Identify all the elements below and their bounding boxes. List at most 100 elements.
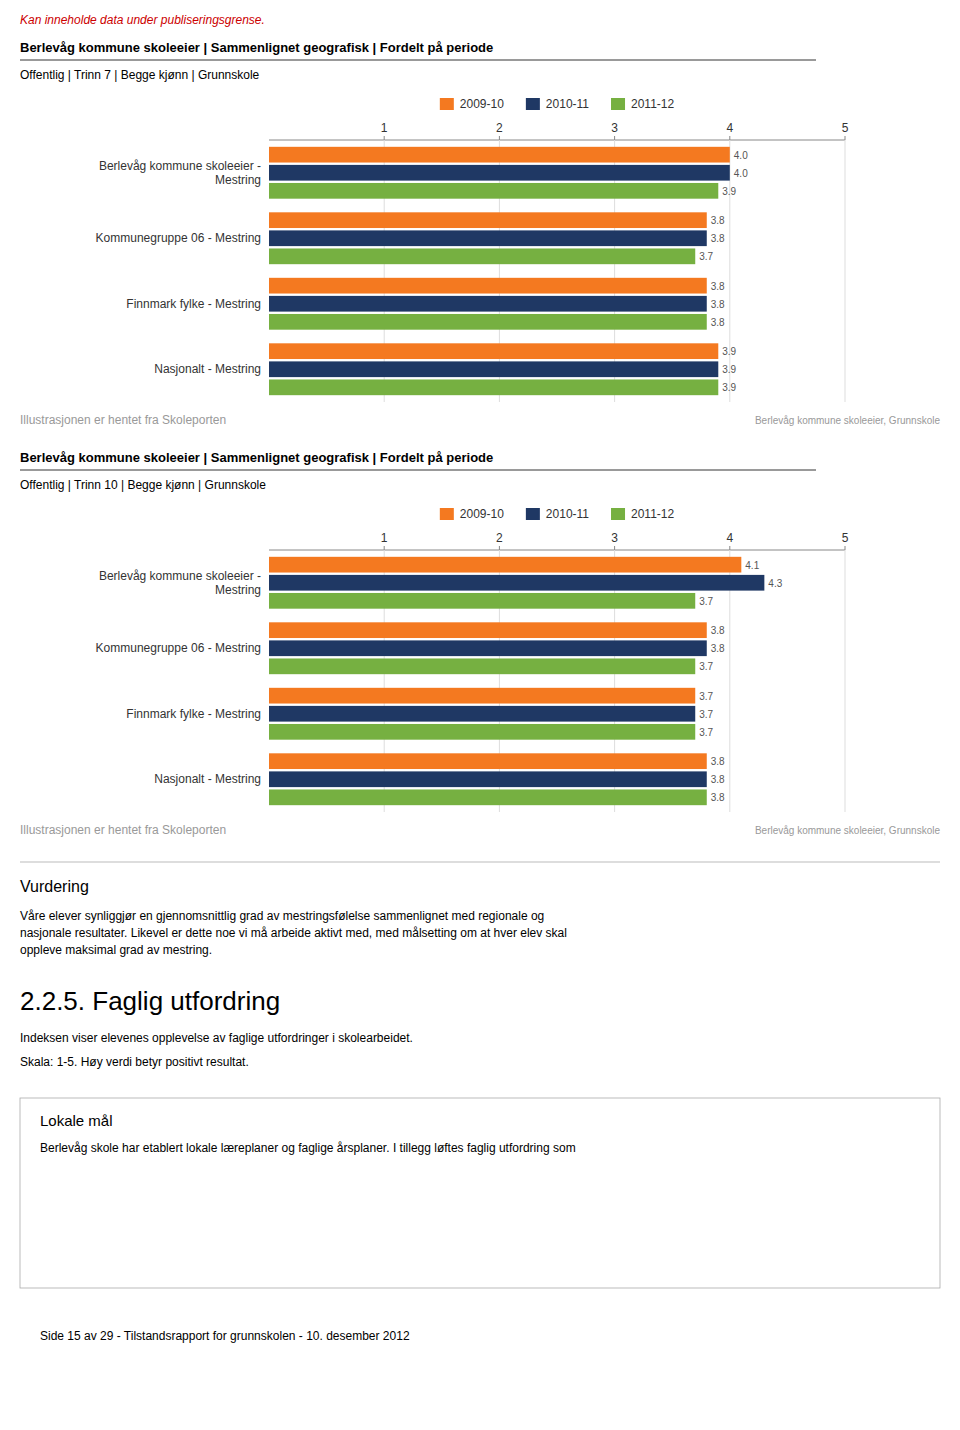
y-axis: Berlevåg kommune skoleeier -Mestring Komm… <box>96 569 261 787</box>
legend: 2009-10 2010-11 2011-12 <box>440 507 675 521</box>
page: Kan inneholde data under publiseringsgre… <box>0 0 960 1430</box>
text-line: Mestring <box>215 173 261 187</box>
legend-swatch <box>440 98 454 110</box>
category-label: Finnmark fylke - Mestring <box>126 297 261 311</box>
background <box>0 0 960 1430</box>
chart-title: Berlevåg kommune skoleeier | Sammenligne… <box>20 40 493 55</box>
bar <box>269 379 718 395</box>
bars <box>269 147 730 395</box>
tick-label: 1 <box>381 531 388 545</box>
data-label: 3.8 <box>711 215 725 226</box>
paragraph: Indeksen viser elevenes opplevelse av fa… <box>20 1031 413 1045</box>
category-label: Berlevåg kommune skoleeier -Mestring <box>99 569 261 597</box>
data-label: 3.8 <box>711 233 725 244</box>
bar <box>269 753 707 769</box>
legend-swatch <box>526 508 540 520</box>
data-label: 3.8 <box>711 625 725 636</box>
tick-mark <box>845 546 846 550</box>
data-label: 3.7 <box>699 251 713 262</box>
source-note: Illustrasjonen er hentet fra Skoleporten <box>20 823 226 837</box>
bar <box>269 575 764 591</box>
data-label: 3.8 <box>711 774 725 785</box>
data-label: 3.9 <box>722 346 736 357</box>
category-label: Nasjonalt - Mestring <box>154 772 261 786</box>
bar <box>269 771 707 787</box>
footer: Side 15 av 29 - Tilstandsrapport for gru… <box>40 1329 410 1343</box>
legend-swatch <box>611 508 625 520</box>
text-line: Finnmark fylke - Mestring <box>126 297 261 311</box>
tick-mark <box>614 136 615 140</box>
data-label: 3.7 <box>699 727 713 738</box>
legend-label: 2011-12 <box>631 97 674 111</box>
text-line: Mestring <box>215 583 261 597</box>
tick-label: 4 <box>726 531 733 545</box>
tick-label: 1 <box>381 121 388 135</box>
legend-item: 2011-12 <box>611 97 674 111</box>
bar <box>269 296 707 312</box>
legend-item: 2010-11 <box>526 507 589 521</box>
data-label: 3.8 <box>711 643 725 654</box>
data-label: 3.9 <box>722 382 736 393</box>
data-label: 4.1 <box>745 560 759 571</box>
x-axis: 12345 <box>269 121 849 402</box>
bar <box>269 622 707 638</box>
tick-label: 4 <box>726 121 733 135</box>
data-labels: 4.14.33.73.83.83.73.73.73.73.83.83.8 <box>699 560 782 804</box>
data-label: 3.8 <box>711 299 725 310</box>
legend-swatch <box>526 98 540 110</box>
chart: Berlevåg kommune skoleeier | Sammenligne… <box>20 40 940 427</box>
bar <box>269 593 695 609</box>
bar <box>269 248 695 264</box>
tick-mark <box>729 546 730 550</box>
text-line: Nasjonalt - Mestring <box>154 772 261 786</box>
tick-mark <box>729 136 730 140</box>
title-underline <box>20 470 816 471</box>
axis-line <box>269 140 845 141</box>
source-note: Illustrasjonen er hentet fra Skoleporten <box>20 413 226 427</box>
grid-line <box>845 140 846 402</box>
legend-item: 2010-11 <box>526 97 589 111</box>
tick-mark <box>614 546 615 550</box>
category-label: Kommunegruppe 06 - Mestring <box>96 641 261 655</box>
bar <box>269 278 707 294</box>
text-line: nasjonale resultater. Likevel er dette n… <box>20 926 567 940</box>
y-axis: Berlevåg kommune skoleeier -MestringKomm… <box>96 159 261 377</box>
text-line: oppleve maksimal grad av mestring. <box>20 943 212 957</box>
top-warning: Kan inneholde data under publiseringsgre… <box>20 13 265 27</box>
bar <box>269 165 730 181</box>
bar <box>269 183 718 199</box>
tick-mark <box>384 136 385 140</box>
legend-label: 2009-10 <box>460 507 504 521</box>
tick-label: 2 <box>496 531 503 545</box>
chart-title: Berlevåg kommune skoleeier | Sammenligne… <box>20 450 493 465</box>
chart: Berlevåg kommune skoleeier | Sammenligne… <box>20 450 940 837</box>
text-line: Berlevåg kommune skoleeier - <box>99 569 261 583</box>
watermark: Berlevåg kommune skoleeier, Grunnskole <box>755 825 941 836</box>
data-label: 3.7 <box>699 596 713 607</box>
paragraph: Våre elever synliggjør en gjennomsnittli… <box>20 909 567 957</box>
data-label: 3.8 <box>711 281 725 292</box>
legend-label: 2011-12 <box>631 507 674 521</box>
legend: 2009-10 2010-11 2011-12 <box>440 97 675 111</box>
legend-swatch <box>440 508 454 520</box>
bar <box>269 658 695 674</box>
category-label: Finnmark fylke - Mestring <box>126 707 261 721</box>
section-heading: Vurdering <box>20 878 89 895</box>
text-line: Kommunegruppe 06 - Mestring <box>96 641 261 655</box>
category-label: Kommunegruppe 06 - Mestring <box>96 231 261 245</box>
data-label: 4.3 <box>768 578 782 589</box>
data-label: 3.7 <box>699 709 713 720</box>
tick-mark <box>845 136 846 140</box>
x-axis: 12345 <box>269 531 849 812</box>
legend-label: 2009-10 <box>460 97 504 111</box>
bar <box>269 361 718 377</box>
bar <box>269 724 695 740</box>
paragraph: Berlevåg skole har etablert lokale lærep… <box>40 1141 576 1155</box>
paragraph: Skala: 1-5. Høy verdi betyr positivt res… <box>20 1055 249 1069</box>
legend-item: 2009-10 <box>440 97 504 111</box>
grid-line <box>845 550 846 812</box>
legend-label: 2010-11 <box>546 507 589 521</box>
tick-label: 5 <box>842 531 849 545</box>
data-label: 4.0 <box>734 150 748 161</box>
bar <box>269 789 707 805</box>
